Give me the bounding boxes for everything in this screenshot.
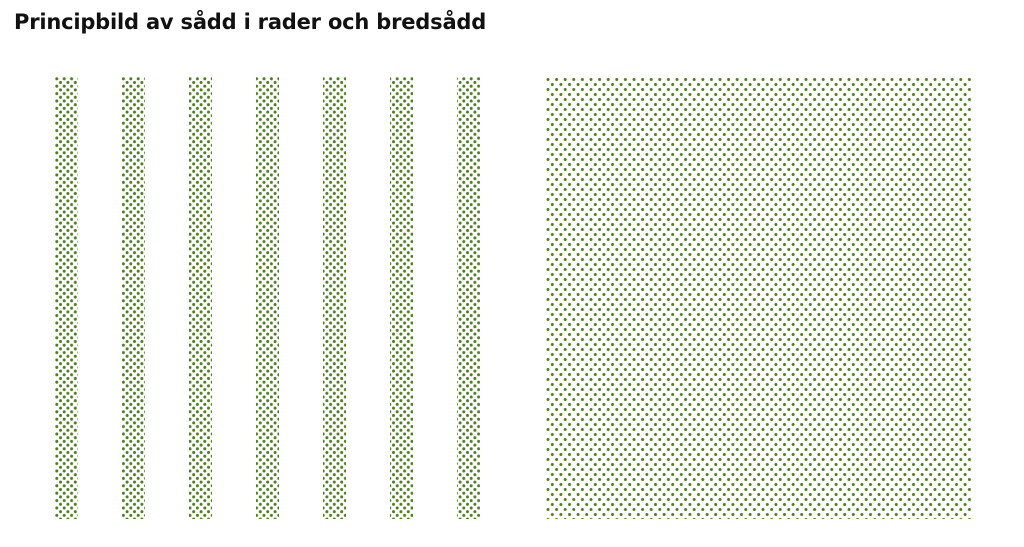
seed-row [55, 77, 78, 519]
seed-row [323, 77, 346, 519]
title: Principbild av sådd i rader och bredsådd [14, 10, 487, 34]
broadcast-sowing [546, 77, 971, 519]
seed-row [390, 77, 413, 519]
seed-row [122, 77, 145, 519]
seed-row [457, 77, 480, 519]
seed-row [256, 77, 279, 519]
row-sowing [55, 77, 480, 519]
seed-row [189, 77, 212, 519]
